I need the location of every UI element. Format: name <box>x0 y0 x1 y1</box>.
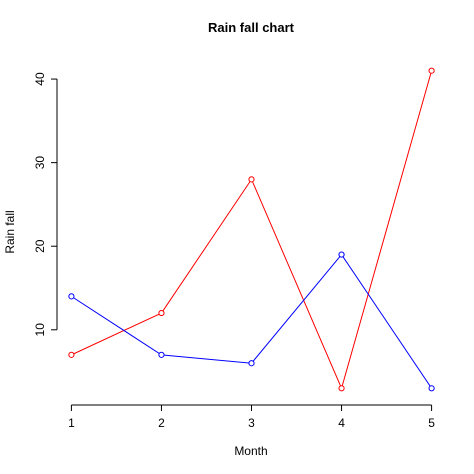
data-point <box>248 176 255 183</box>
x-tick-label: 5 <box>428 416 435 430</box>
x-axis-title: Month <box>234 444 267 458</box>
x-tick-label: 4 <box>338 416 345 430</box>
series-line <box>71 253 433 389</box>
data-point <box>158 351 165 358</box>
y-axis-title: Rain fall <box>3 210 17 253</box>
chart-title: Rain fall chart <box>208 20 295 35</box>
y-tick-label: 30 <box>33 156 47 170</box>
data-point <box>338 251 345 258</box>
data-point <box>248 360 255 367</box>
x-tick-label: 2 <box>158 416 165 430</box>
y-tick-label: 40 <box>33 72 47 86</box>
data-point <box>428 67 435 74</box>
y-tick-label: 20 <box>33 239 47 253</box>
data-point <box>428 385 435 392</box>
x-tick-label: 1 <box>68 416 75 430</box>
data-point <box>158 309 165 317</box>
data-point <box>68 293 75 300</box>
y-tick-label: 10 <box>33 323 47 337</box>
series-line <box>71 70 433 390</box>
data-point <box>68 351 75 358</box>
data-point <box>338 385 345 392</box>
x-tick-label: 3 <box>248 416 255 430</box>
